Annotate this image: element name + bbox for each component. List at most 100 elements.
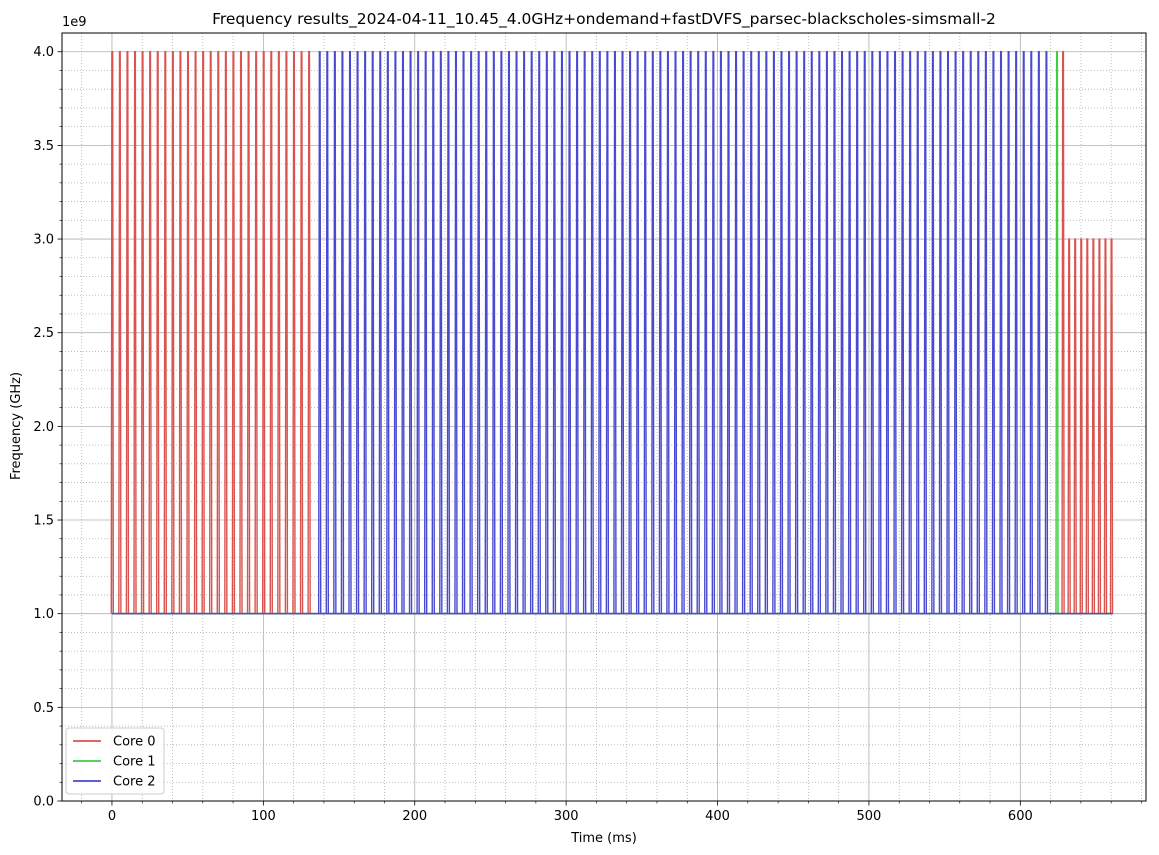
frequency-spike xyxy=(1029,51,1034,614)
frequency-spike xyxy=(969,51,973,614)
frequency-spike xyxy=(560,51,564,614)
ticks-layer: 0 100 200 300 400 500 600 0.0 0.5 1.0 1.5 2.0 2.5 3.0… xyxy=(33,45,1142,824)
frequency-spike xyxy=(461,51,466,614)
frequency-spike xyxy=(186,51,190,614)
frequency-spike xyxy=(847,51,852,614)
frequency-spike xyxy=(908,51,912,614)
series-layer xyxy=(110,51,1114,615)
frequency-spike xyxy=(961,51,965,614)
plot-frame xyxy=(61,32,1147,802)
frequency-spike xyxy=(696,51,700,614)
frequency-spike xyxy=(201,51,205,614)
frequency-spike xyxy=(726,51,731,614)
frequency-spike xyxy=(507,51,511,614)
frequency-spike xyxy=(231,51,236,614)
frequency-spike xyxy=(178,51,183,614)
frequency-spike xyxy=(991,51,996,614)
frequency-spike xyxy=(741,51,746,614)
frequency-spike xyxy=(552,51,557,614)
x-axis-label: Time (ms) xyxy=(570,831,637,846)
y-offset-label: 1e9 xyxy=(62,15,87,30)
frequency-spike xyxy=(605,51,610,614)
frequency-spike xyxy=(938,51,943,614)
frequency-spike xyxy=(1067,238,1071,614)
x-tick-label: 600 xyxy=(1008,809,1033,824)
frequency-spike xyxy=(582,51,587,614)
frequency-spike xyxy=(794,51,799,614)
y-tick-label: 3.0 xyxy=(33,233,54,248)
frequency-spike xyxy=(423,51,428,614)
frequency-spike xyxy=(133,51,137,614)
frequency-spike xyxy=(386,51,390,614)
frequency-spike xyxy=(1109,238,1114,614)
frequency-spike xyxy=(1073,238,1077,614)
frequency-spike xyxy=(1091,238,1096,614)
frequency-spike xyxy=(1097,238,1102,614)
frequency-spike xyxy=(208,51,213,614)
frequency-spike xyxy=(688,51,693,614)
frequency-spike xyxy=(825,51,829,614)
frequency-spike xyxy=(499,51,504,614)
frequency-spike xyxy=(878,51,882,614)
frequency-spike xyxy=(635,51,640,614)
frequency-spike xyxy=(870,51,875,614)
frequency-spike xyxy=(916,51,920,614)
x-tick-label: 400 xyxy=(705,809,730,824)
y-tick-label: 0.0 xyxy=(33,795,54,810)
frequency-spike xyxy=(292,51,296,614)
y-tick-label: 2.0 xyxy=(33,420,54,435)
frequency-spike xyxy=(171,51,175,614)
frequency-spike xyxy=(931,51,935,614)
frequency-spike xyxy=(704,51,708,614)
frequency-spike xyxy=(620,51,625,614)
frequency-spike xyxy=(340,51,345,614)
frequency-spike xyxy=(254,51,258,614)
frequency-spike xyxy=(666,51,670,614)
frequency-spike xyxy=(832,51,837,614)
legend-entry-core-2: Core 2 xyxy=(73,775,156,790)
frequency-spike xyxy=(658,51,663,614)
y-tick-label: 0.5 xyxy=(33,701,54,716)
frequency-spike xyxy=(1055,51,1059,614)
frequency-spike xyxy=(598,51,602,614)
frequency-spike xyxy=(802,51,806,614)
legend-label: Core 2 xyxy=(113,775,156,790)
y-tick-label: 1.0 xyxy=(33,607,54,622)
frequency-spike xyxy=(953,51,958,614)
frequency-spike xyxy=(148,51,152,614)
frequency-spike xyxy=(1014,51,1018,614)
frequency-spike xyxy=(946,51,950,614)
frequency-spike xyxy=(923,51,928,614)
legend: Core 0 Core 1 Core 2 xyxy=(65,727,165,795)
frequency-spike xyxy=(855,51,859,614)
frequency-spike xyxy=(408,51,413,614)
legend-label: Core 0 xyxy=(113,735,156,750)
frequency-spike xyxy=(810,51,814,614)
frequency-spike xyxy=(772,51,776,614)
series-core-2 xyxy=(111,51,1113,615)
frequency-spike xyxy=(900,51,905,614)
frequency-spike xyxy=(1061,51,1065,614)
frequency-spike xyxy=(840,51,844,614)
frequency-spike xyxy=(216,51,221,614)
legend-entry-core-1: Core 1 xyxy=(73,755,156,770)
legend-label: Core 1 xyxy=(113,755,156,770)
y-tick-label: 1.5 xyxy=(33,514,54,529)
y-tick-label: 2.5 xyxy=(33,326,54,341)
chart-title: Frequency results_2024-04-11_10.45_4.0GH… xyxy=(212,10,996,29)
frequency-spike xyxy=(110,51,115,614)
frequency-spike xyxy=(1103,238,1108,614)
frequency-spike xyxy=(299,51,304,614)
x-tick-label: 0 xyxy=(108,809,116,824)
frequency-spike xyxy=(1006,51,1011,614)
frequency-spike xyxy=(348,51,352,614)
frequency-spike xyxy=(590,51,594,614)
frequency-spike xyxy=(416,51,420,614)
frequency-spike xyxy=(984,51,988,614)
frequency-spike xyxy=(492,51,496,614)
frequency-spike xyxy=(484,51,488,614)
frequency-spike xyxy=(529,51,534,614)
frequency-spike xyxy=(575,51,579,614)
frequency-spike xyxy=(757,51,761,614)
